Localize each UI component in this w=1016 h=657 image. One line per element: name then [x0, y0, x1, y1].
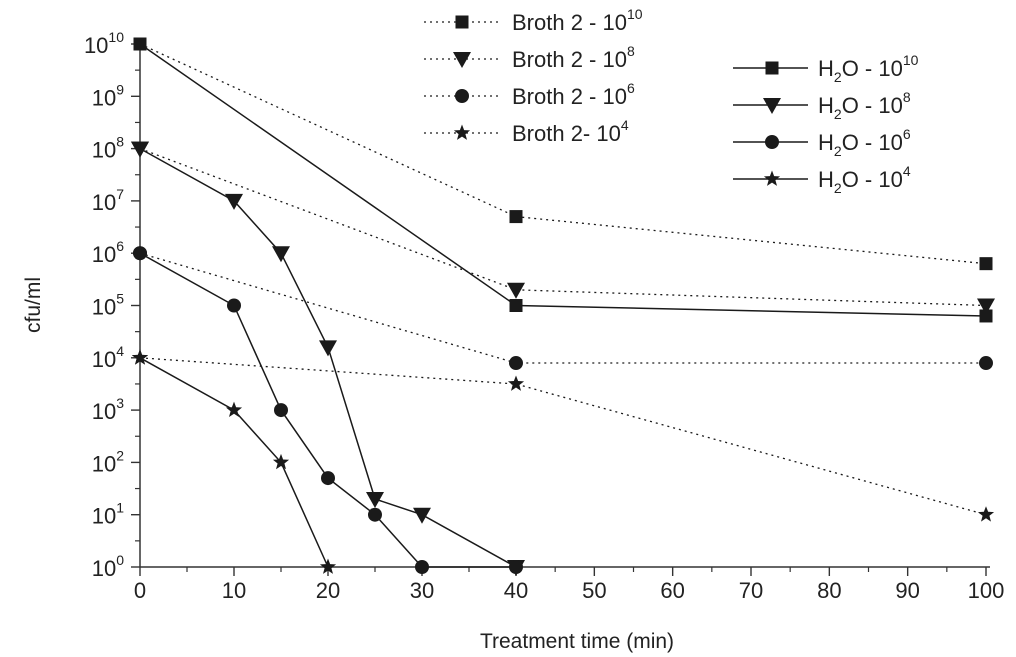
legend-item: H2O - 1010: [733, 52, 919, 85]
y-tick-label: 107: [92, 186, 124, 215]
y-tick-label: 101: [92, 500, 124, 529]
series-line: [139, 357, 987, 516]
legend-label: H2O - 1010: [818, 52, 919, 85]
series-6: [133, 246, 523, 574]
legend-item: H2O - 104: [733, 163, 911, 196]
y-tick-label: 105: [92, 291, 124, 320]
data-point: [131, 141, 149, 158]
y-tick-label: 103: [92, 395, 124, 424]
data-point: [272, 453, 290, 470]
series-line: [139, 252, 516, 568]
series-line: [139, 252, 986, 364]
series-line: [139, 147, 517, 568]
data-point: [274, 403, 288, 418]
data-point: [272, 246, 290, 263]
y-tick-label: 106: [92, 238, 124, 267]
x-tick-label: 50: [582, 578, 606, 603]
data-point: [225, 193, 243, 210]
y-tick-label: 102: [92, 447, 124, 476]
data-point: [131, 349, 149, 365]
series-7: [131, 349, 337, 574]
legend-marker: [763, 170, 781, 186]
data-point: [507, 282, 525, 299]
data-point: [319, 558, 337, 574]
data-point: [321, 471, 335, 486]
y-tick-label: 109: [92, 81, 124, 110]
legend-label: Broth 2- 104: [512, 117, 629, 146]
legend-label: H2O - 108: [818, 89, 911, 122]
data-point: [368, 507, 382, 522]
legend: Broth 2 - 1010 Broth 2 - 108 Broth 2 - 106…: [424, 6, 919, 196]
data-point: [979, 356, 993, 371]
series-line: [139, 357, 329, 568]
data-point: [977, 506, 995, 522]
legend-item: H2O - 106: [733, 126, 911, 159]
legend-label: Broth 2 - 1010: [512, 6, 643, 35]
data-point: [507, 375, 525, 391]
legend-marker: [453, 52, 471, 68]
data-point: [413, 507, 431, 524]
y-tick-label: 100: [92, 552, 124, 581]
x-tick-label: 20: [316, 578, 340, 603]
data-point: [133, 246, 147, 261]
y-tick-label: 108: [92, 134, 124, 163]
x-tick-label: 10: [222, 578, 246, 603]
x-tick-label: 0: [134, 578, 146, 603]
x-tick-label: 40: [504, 578, 528, 603]
data-point: [227, 298, 241, 313]
data-point: [415, 560, 429, 574]
series-4: [133, 37, 993, 323]
data-point: [977, 298, 995, 315]
data-point: [509, 356, 523, 371]
legend-item: Broth 2 - 106: [424, 80, 635, 109]
legend-marker: [455, 15, 469, 29]
legend-item: Broth 2 - 1010: [424, 6, 643, 35]
legend-marker: [763, 98, 781, 114]
x-axis-title: Treatment time (min): [480, 630, 674, 653]
legend-marker: [453, 124, 471, 140]
legend-label: H2O - 104: [818, 163, 911, 196]
x-tick-label: 60: [660, 578, 684, 603]
legend-item: H2O - 108: [733, 89, 911, 122]
series-5: [131, 141, 525, 576]
series-3: [131, 349, 995, 522]
data-point: [979, 257, 993, 271]
data-point: [366, 492, 384, 509]
series-layer: [131, 37, 995, 576]
legend-marker: [765, 61, 779, 75]
legend-label: Broth 2 - 108: [512, 43, 635, 72]
data-point: [133, 37, 147, 51]
data-point: [509, 299, 523, 312]
legend-marker: [455, 89, 469, 103]
x-tick-label: 80: [817, 578, 841, 603]
legend-item: Broth 2- 104: [424, 117, 629, 146]
x-tick-label: 70: [739, 578, 763, 603]
y-tick-label: 104: [92, 343, 124, 372]
y-axis-title: cfu/ml: [22, 277, 45, 333]
data-point: [509, 560, 523, 574]
x-tick-label: 30: [410, 578, 434, 603]
series-2: [133, 246, 993, 371]
data-point: [319, 340, 337, 357]
legend-label: Broth 2 - 106: [512, 80, 635, 109]
data-point: [979, 309, 993, 323]
data-point: [225, 401, 243, 417]
legend-item: Broth 2 - 108: [424, 43, 635, 72]
axes: 0 10 20 30 40 50 60 70 80 90 100 100 101 102 103 104 105…: [84, 29, 1004, 603]
x-tick-label: 90: [895, 578, 919, 603]
data-point: [509, 210, 523, 224]
legend-marker: [765, 135, 779, 149]
y-tick-label: 1010: [84, 29, 124, 58]
series-line: [139, 147, 987, 307]
legend-label: H2O - 106: [818, 126, 911, 159]
x-tick-label: 100: [968, 578, 1005, 603]
